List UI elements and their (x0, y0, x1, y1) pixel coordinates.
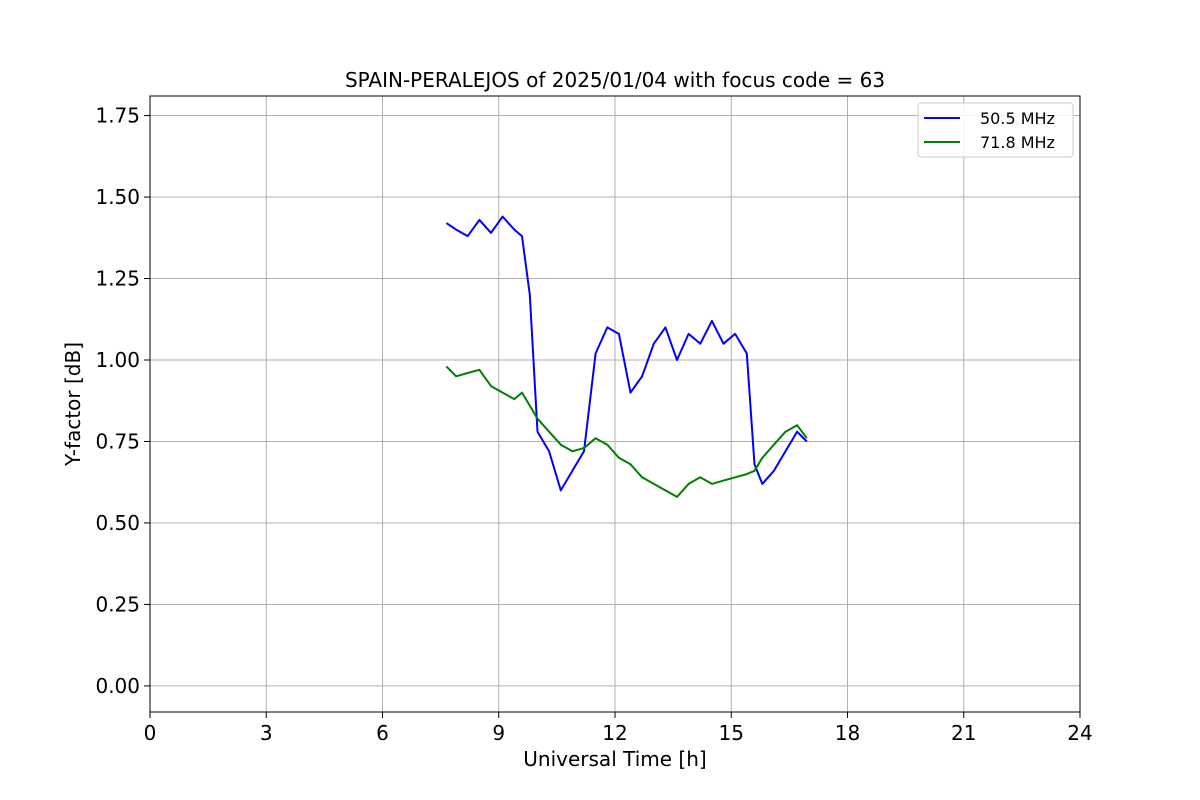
y-tick-label: 0.25 (95, 592, 140, 616)
x-axis-label: Universal Time [h] (523, 747, 706, 771)
y-tick-label: 1.50 (95, 185, 140, 209)
y-tick-label: 0.75 (95, 429, 140, 453)
legend: 50.5 MHz 71.8 MHz (917, 102, 1074, 158)
y-tick-label: 1.75 (95, 104, 140, 128)
legend-label-series-2: 71.8 MHz (980, 133, 1055, 152)
x-tick-label: 15 (719, 721, 744, 745)
x-tick-label: 12 (602, 721, 627, 745)
x-tick-label: 0 (144, 721, 157, 745)
x-tick-label: 21 (951, 721, 976, 745)
legend-label-series-1: 50.5 MHz (980, 109, 1055, 128)
chart-title: SPAIN-PERALEJOS of 2025/01/04 with focus… (345, 68, 885, 92)
series-line-2 (445, 365, 808, 498)
x-tick-label: 6 (376, 721, 389, 745)
legend-box (917, 102, 1074, 158)
axis-ticks: 0 3 6 9 12 15 18 21 24 0.00 0.25 0.50 0.75 1.00 1.25 1.… (95, 104, 1092, 745)
x-tick-label: 9 (492, 721, 505, 745)
series-layer (445, 215, 808, 498)
y-tick-label: 1.00 (95, 348, 140, 372)
y-axis-label: Y-factor [dB] (61, 342, 85, 467)
series-line-1 (445, 215, 808, 492)
y-tick-label: 0.50 (95, 511, 140, 535)
x-tick-label: 18 (835, 721, 860, 745)
x-tick-label: 24 (1067, 721, 1092, 745)
y-tick-label: 1.25 (95, 267, 140, 291)
y-tick-label: 0.00 (95, 674, 140, 698)
x-tick-label: 3 (260, 721, 273, 745)
